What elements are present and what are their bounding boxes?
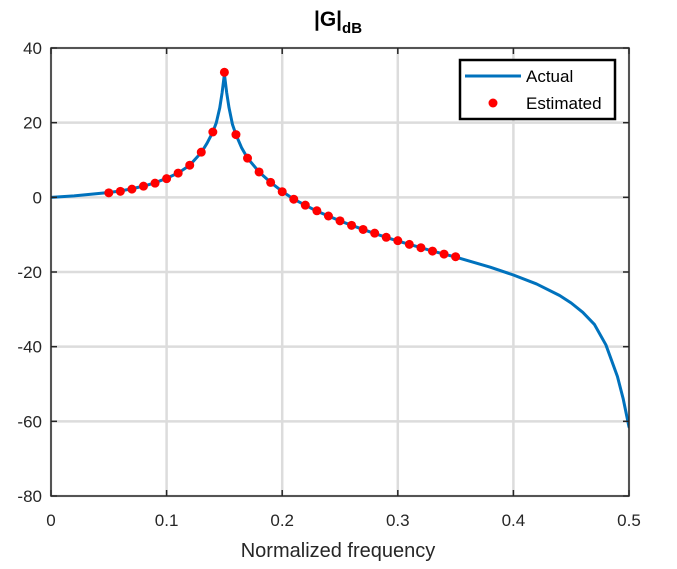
y-tick-label: 0	[33, 188, 42, 207]
chart-title-main: |G|	[314, 8, 342, 31]
y-tick-label: -40	[17, 338, 42, 357]
grid	[49, 46, 631, 498]
estimated-point	[104, 188, 114, 198]
estimated-point	[150, 178, 160, 188]
estimated-point	[323, 211, 333, 221]
estimated-point	[312, 206, 322, 216]
estimated-point	[185, 160, 195, 170]
estimated-point	[393, 236, 403, 246]
estimated-point	[243, 153, 253, 163]
ticks	[50, 47, 630, 497]
estimated-point	[300, 200, 310, 210]
y-tick-label: 20	[23, 114, 42, 133]
chart-title: |G|dB	[314, 8, 362, 37]
estimated-point	[451, 252, 461, 262]
estimated-point	[254, 167, 264, 177]
estimated-point	[370, 228, 380, 238]
y-tick-label: -20	[17, 263, 42, 282]
estimated-point	[138, 181, 148, 191]
estimated-point	[162, 174, 172, 184]
estimated-point	[439, 249, 449, 259]
x-tick-label: 0.2	[270, 511, 294, 530]
x-axis-label: Normalized frequency	[241, 540, 436, 562]
x-tick-label: 0.4	[502, 511, 526, 530]
legend-label-estimated: Estimated	[526, 94, 602, 113]
estimated-point	[404, 239, 414, 249]
y-tick-label: -60	[17, 412, 42, 431]
x-tick-label: 0	[46, 511, 55, 530]
estimated-point	[196, 147, 206, 157]
legend-label-actual: Actual	[526, 67, 573, 86]
estimated-point	[219, 67, 229, 77]
estimated-point	[381, 232, 391, 242]
estimated-point	[358, 224, 368, 234]
estimated-point	[266, 177, 276, 187]
x-tick-label: 0.1	[155, 511, 179, 530]
chart-title-subscript: dB	[342, 20, 362, 37]
estimated-point	[335, 216, 345, 226]
estimated-point	[416, 243, 426, 253]
estimated-point	[127, 184, 137, 194]
x-tick-label: 0.5	[617, 511, 641, 530]
legend-box	[458, 58, 617, 121]
y-tick-label: 40	[23, 39, 42, 58]
y-tick-label: -80	[17, 487, 42, 506]
estimated-point	[277, 187, 287, 197]
tick-labels: 0 0.1 0.2 0.3 0.4 0.5 -80 -60 -40 -20 0 20 40	[17, 39, 640, 530]
x-tick-label: 0.3	[386, 511, 410, 530]
estimated-point	[289, 194, 299, 204]
estimated-point	[115, 186, 125, 196]
legend: Actual Estimated	[458, 58, 617, 121]
estimated-point	[427, 246, 437, 256]
estimated-point	[347, 220, 357, 230]
estimated-point	[208, 127, 218, 137]
series-layer	[51, 67, 629, 429]
estimated-point	[231, 130, 241, 140]
estimated-point	[173, 168, 183, 178]
legend-swatch-estimated	[488, 98, 498, 108]
